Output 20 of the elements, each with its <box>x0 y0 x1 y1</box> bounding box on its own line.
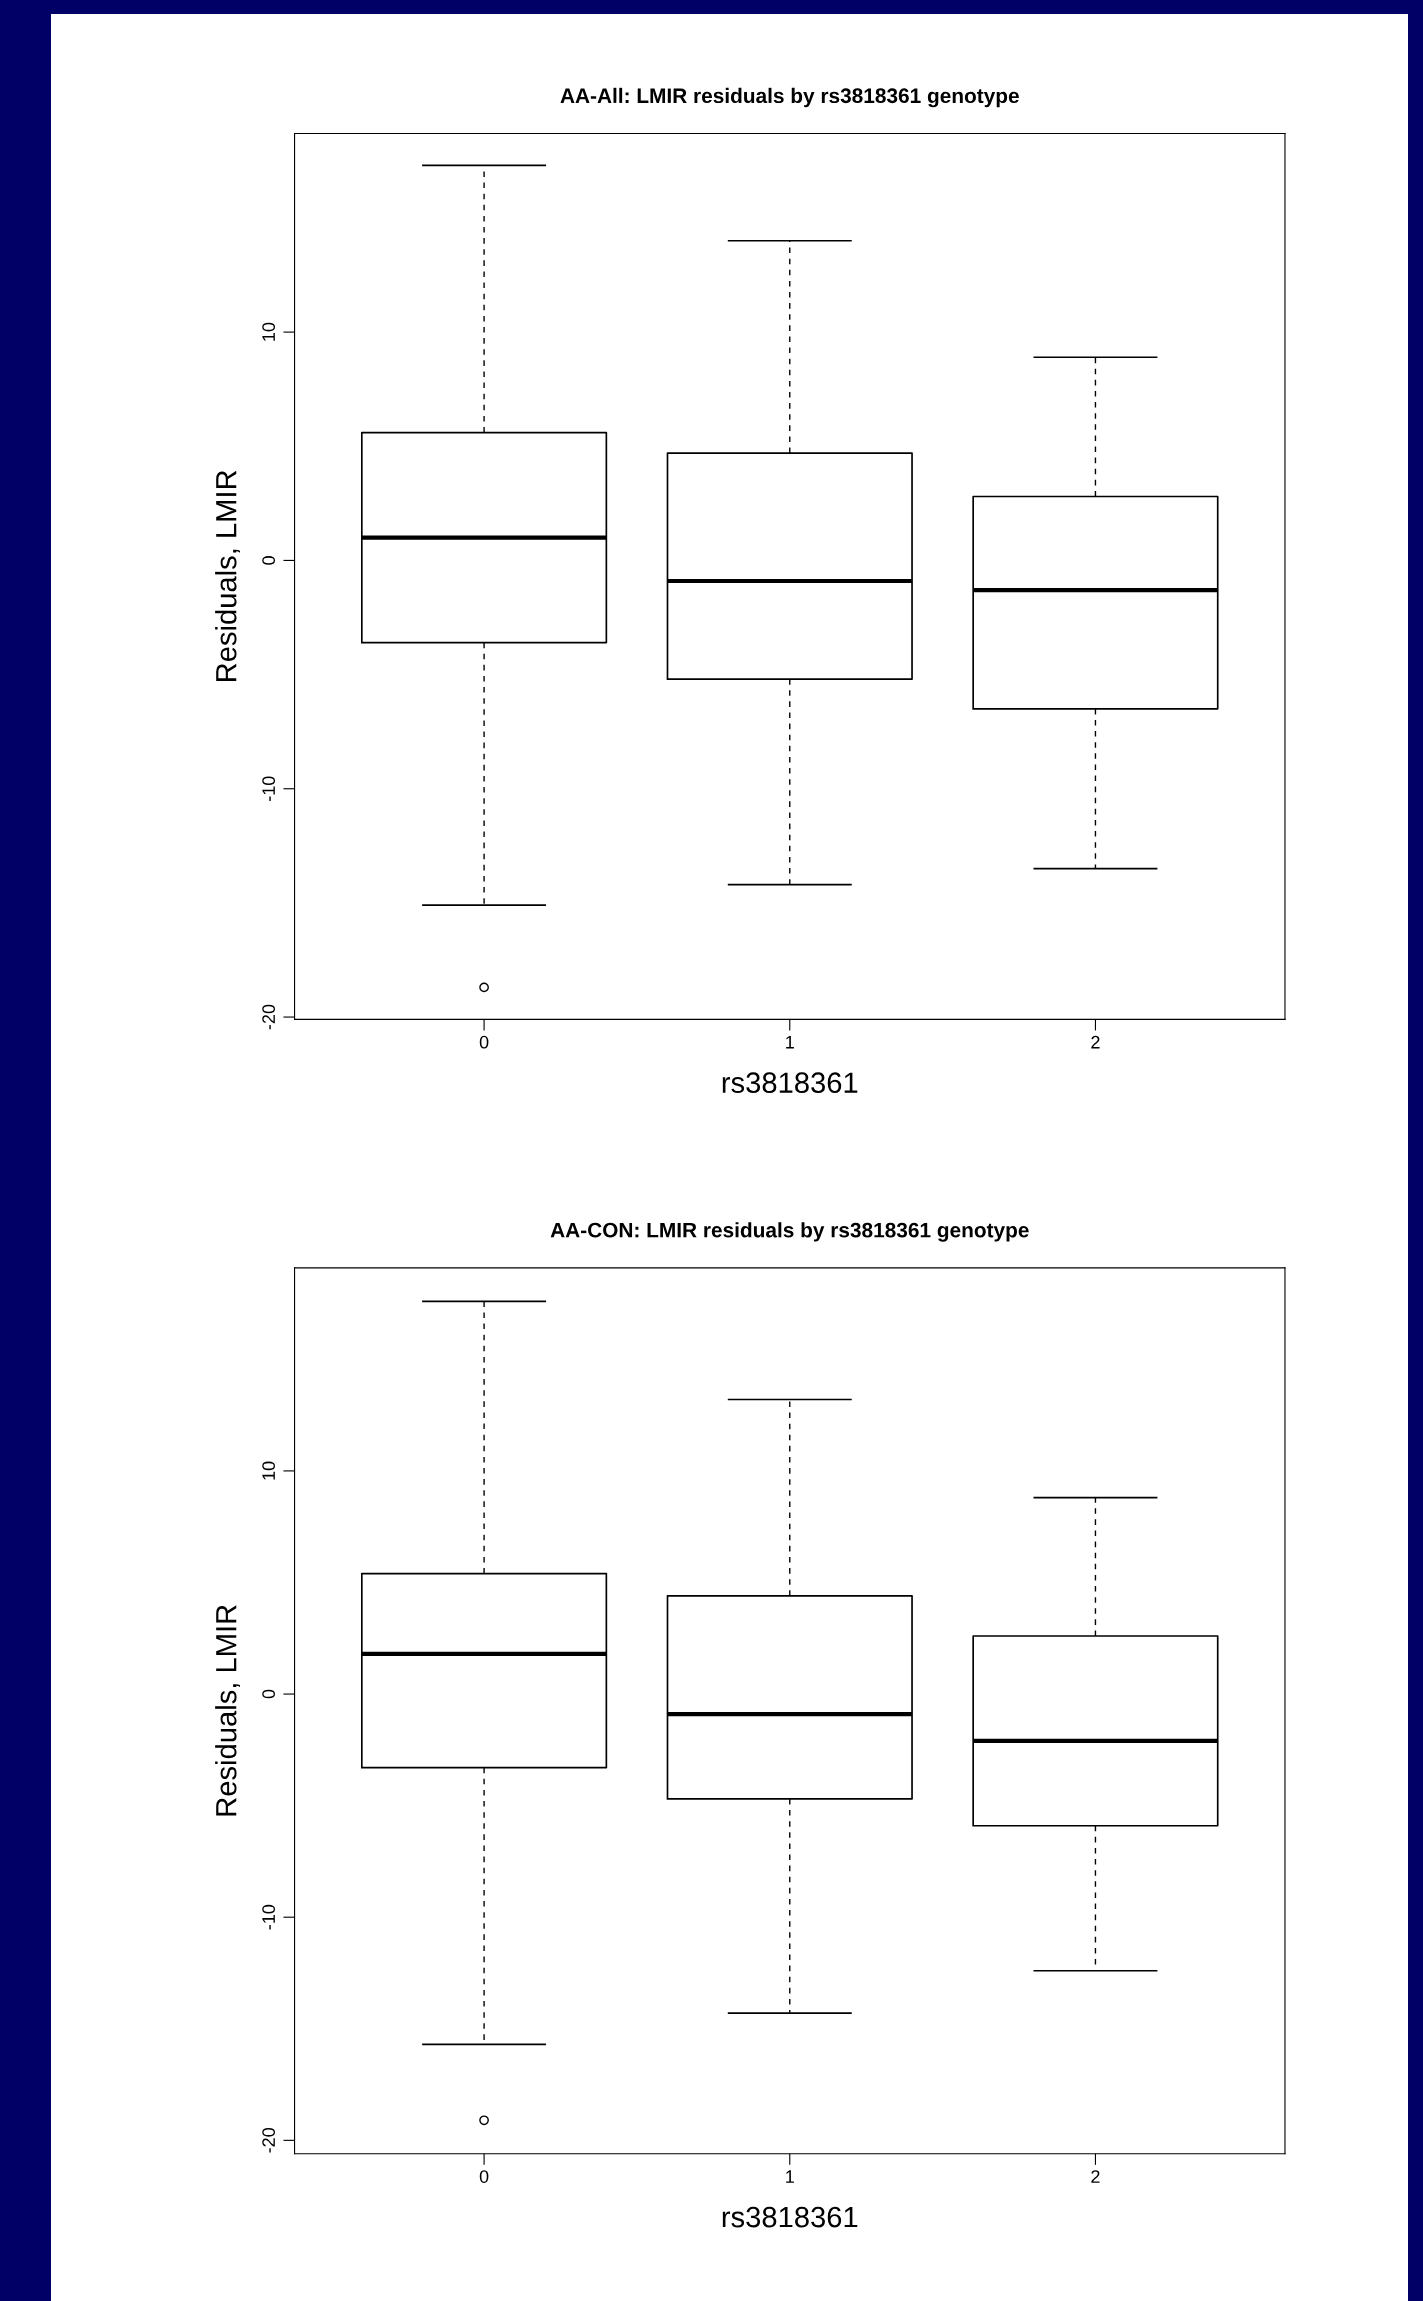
y-tick-label: -10 <box>262 776 276 801</box>
y-tick-label: -20 <box>262 1004 276 1030</box>
y-tick-label: -20 <box>262 2128 276 2153</box>
x-tick-label: 1 <box>786 1035 794 1049</box>
y-tick-label: 10 <box>262 322 276 341</box>
x-tick-label: 1 <box>786 2170 794 2183</box>
y-tick-label: 0 <box>262 1689 276 1699</box>
y-tick-label: 10 <box>262 1461 276 1480</box>
chart-title: AA-CON: LMIR residuals by rs3818361 genotype <box>550 1222 1029 1242</box>
y-axis-title: Residuals, LMIR <box>215 1605 240 1816</box>
chart-title: AA-All: LMIR residuals by rs3818361 genotype <box>560 87 1019 108</box>
y-tick-label: 0 <box>262 556 276 565</box>
x-axis-title: rs3818361 <box>722 2206 858 2228</box>
y-tick-label: -10 <box>262 1904 276 1930</box>
x-tick-label: 2 <box>1091 2170 1100 2183</box>
x-tick-label: 2 <box>1091 1035 1100 1049</box>
x-tick-label: 0 <box>479 2170 489 2183</box>
x-axis-title: rs3818361 <box>722 1072 858 1094</box>
x-tick-label: 0 <box>479 1035 489 1049</box>
y-axis-title: Residuals, LMIR <box>215 470 240 681</box>
